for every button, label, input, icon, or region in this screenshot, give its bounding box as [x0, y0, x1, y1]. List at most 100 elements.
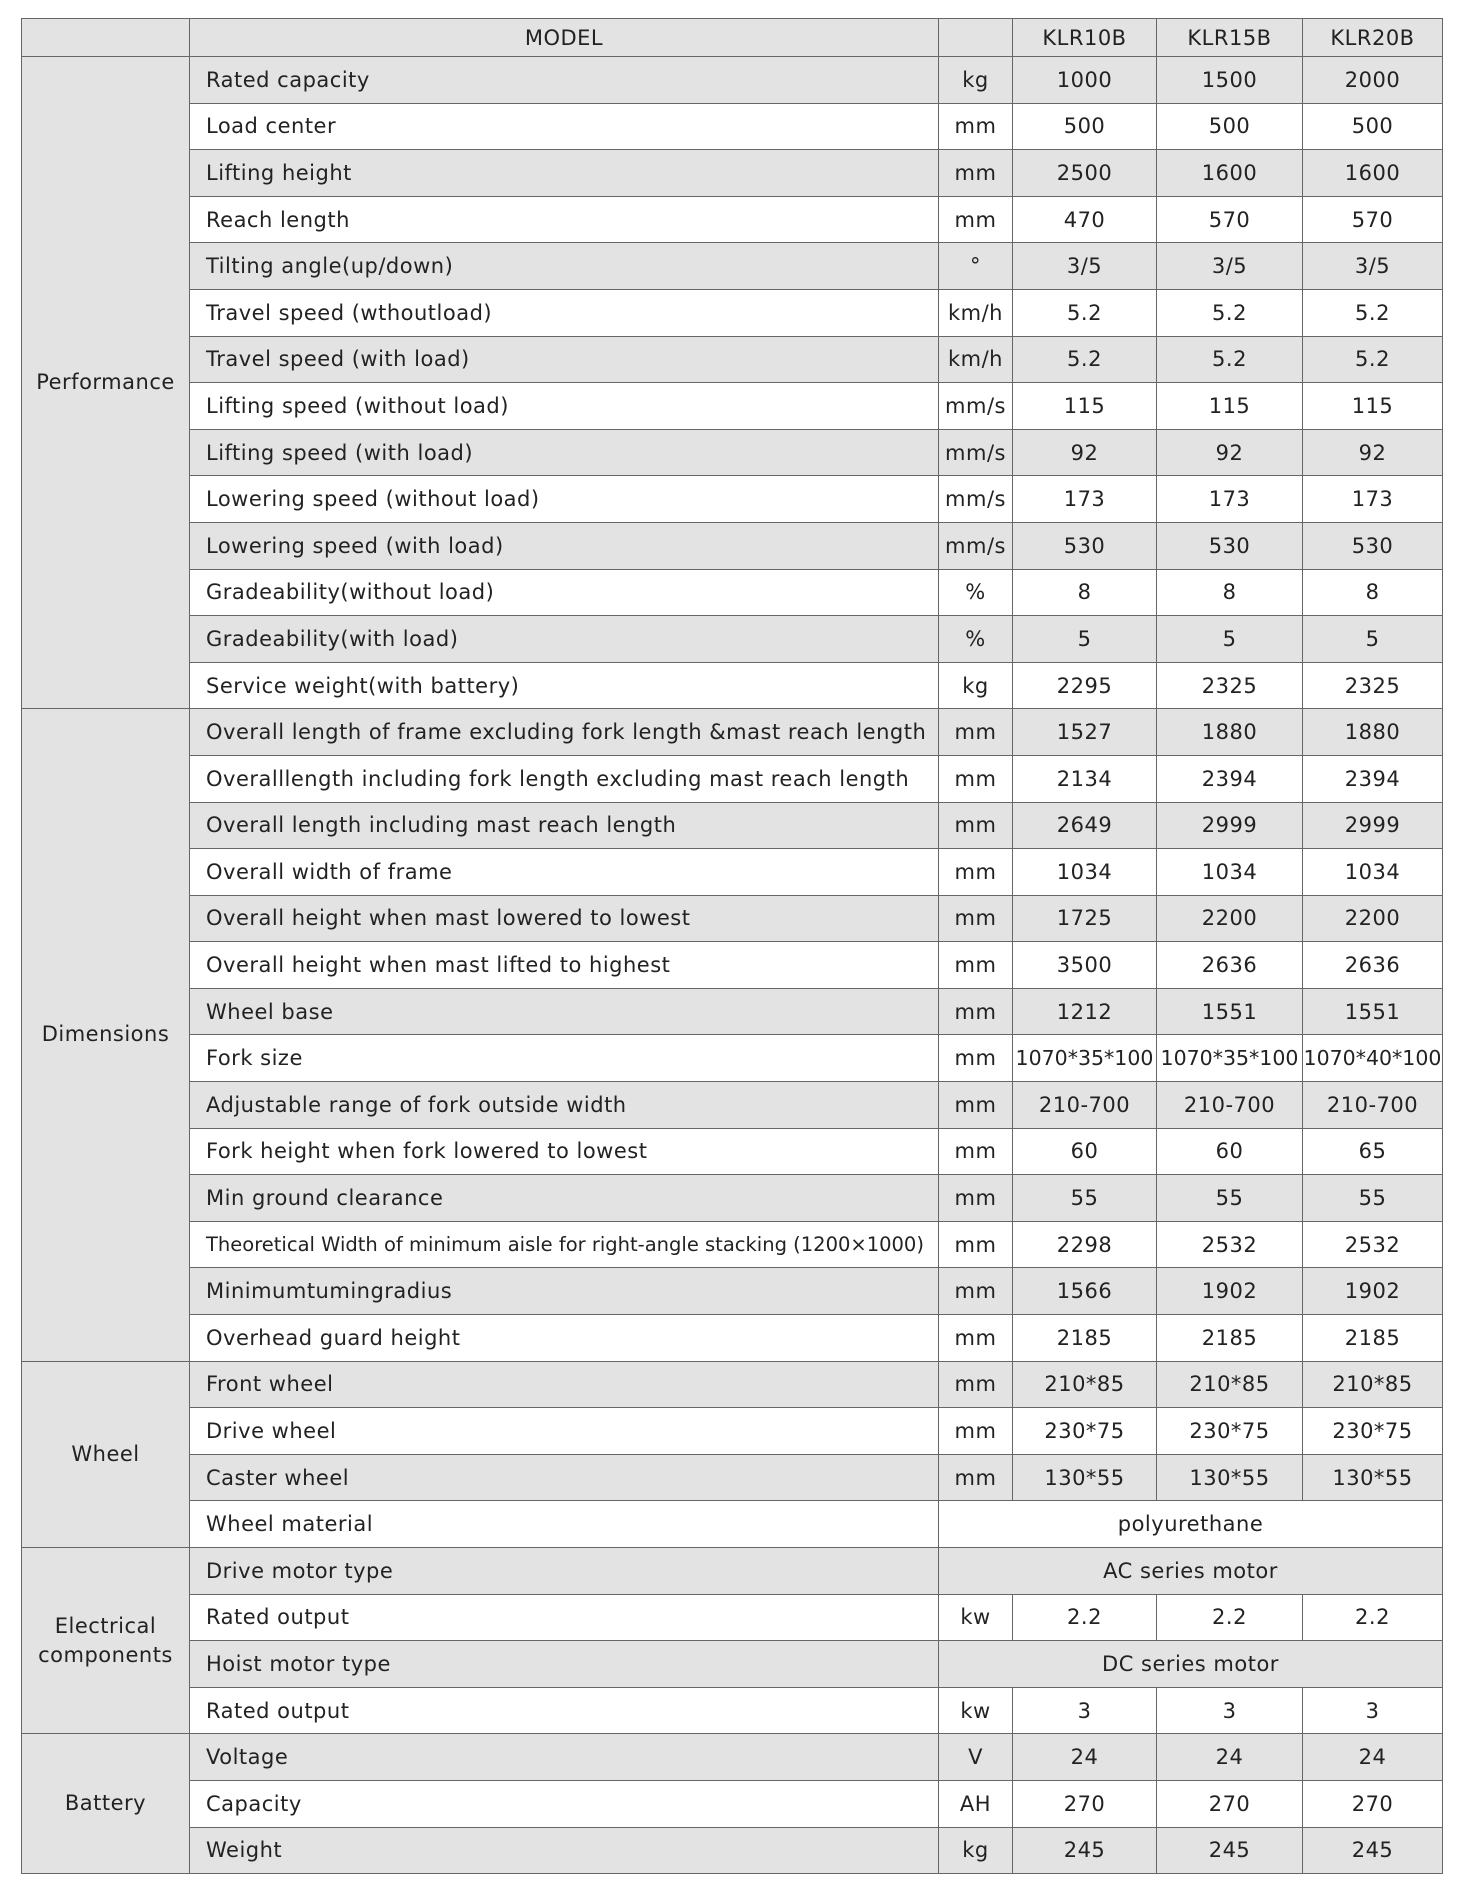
row-label: Gradeability(without load) — [189, 568, 939, 617]
value: 1070*35*100 — [1012, 1034, 1157, 1083]
value: 500 — [1156, 102, 1303, 151]
value: 2185 — [1302, 1314, 1443, 1362]
model-label: MODEL — [189, 18, 939, 57]
value: 470 — [1012, 195, 1157, 244]
unit: mm — [938, 941, 1013, 989]
value: 5.2 — [1156, 335, 1303, 384]
row-label: Wheel material — [189, 1500, 939, 1548]
row-label: Lifting speed (with load) — [189, 428, 939, 477]
table-row: Adjustable range of fork outside width mm… — [22, 1081, 1443, 1129]
value: 60 — [1012, 1127, 1157, 1176]
unit: mm — [938, 987, 1013, 1036]
table-row: Travel speed (wthoutload) km/h 5.2 5.2 5.2 — [22, 288, 1443, 337]
value: 24 — [1156, 1733, 1303, 1781]
header-row: MODEL KLR10B KLR15B KLR20B — [21, 18, 1443, 57]
value: 570 — [1156, 195, 1303, 244]
table-row: Tilting angle(up/down) ° 3/5 3/5 3/5 — [22, 242, 1443, 290]
table-row: Wheel base mm 1212 1551 1551 — [22, 987, 1443, 1036]
unit: kg — [938, 56, 1013, 104]
value: 1880 — [1302, 708, 1443, 756]
value: 2.2 — [1302, 1593, 1443, 1642]
table-row: Weight kg 245 245 245 — [22, 1826, 1443, 1875]
value: 8 — [1156, 568, 1303, 617]
value: 3/5 — [1302, 242, 1443, 290]
value: 173 — [1012, 475, 1157, 523]
unit: mm — [938, 1267, 1013, 1316]
row-label: Min ground clearance — [189, 1174, 939, 1222]
value: 24 — [1302, 1733, 1443, 1781]
value: 1551 — [1156, 987, 1303, 1036]
value: 570 — [1302, 195, 1443, 244]
value: 1902 — [1302, 1267, 1443, 1316]
table-row: Fork size mm 1070*35*100 1070*35*100 1070*40… — [22, 1034, 1443, 1083]
row-label: Overalllength including fork length excl… — [189, 754, 939, 803]
unit: mm — [938, 1453, 1013, 1502]
value: 5.2 — [1012, 288, 1157, 337]
unit: mm — [938, 102, 1013, 151]
row-label: Lifting height — [189, 149, 939, 197]
value: 2999 — [1302, 801, 1443, 850]
value: 210*85 — [1302, 1360, 1443, 1409]
value: 115 — [1302, 382, 1443, 430]
unit: kw — [938, 1686, 1013, 1735]
table-row: Overall height when mast lifted to highe… — [22, 941, 1443, 989]
row-label: Rated output — [189, 1593, 939, 1642]
table-row: Lowering speed (with load) mm/s 530 530 530 — [22, 521, 1443, 570]
unit: mm — [938, 801, 1013, 850]
value: 5 — [1156, 615, 1303, 663]
value: 5.2 — [1302, 335, 1443, 384]
table-row: Load center mm 500 500 500 — [22, 102, 1443, 151]
unit: mm — [938, 894, 1013, 943]
value: 245 — [1012, 1826, 1157, 1875]
unit: mm — [938, 1314, 1013, 1362]
table-row: Lifting height mm 2500 1600 1600 — [22, 149, 1443, 197]
row-label: Minimumtumingradius — [189, 1267, 939, 1316]
unit: mm — [938, 195, 1013, 244]
value: 500 — [1302, 102, 1443, 151]
unit: km/h — [938, 288, 1013, 337]
row-label: Tilting angle(up/down) — [189, 242, 939, 290]
unit: km/h — [938, 335, 1013, 384]
row-label: Overhead guard height — [189, 1314, 939, 1362]
value: 130*55 — [1156, 1453, 1303, 1502]
value: 115 — [1012, 382, 1157, 430]
unit: mm — [938, 848, 1013, 896]
value: 2000 — [1302, 56, 1443, 104]
unit: mm/s — [938, 475, 1013, 523]
table-row: Lifting speed (without load) mm/s 115 115 11… — [22, 382, 1443, 430]
value: AC series motor — [938, 1547, 1443, 1595]
value: 3500 — [1012, 941, 1157, 989]
value: 1034 — [1302, 848, 1443, 896]
row-label: Fork size — [189, 1034, 939, 1083]
row-label: Wheel base — [189, 987, 939, 1036]
value: 2185 — [1156, 1314, 1303, 1362]
row-label: Theoretical Width of minimum aisle for r… — [189, 1220, 939, 1269]
row-label: Lowering speed (without load) — [189, 475, 939, 523]
row-label: Travel speed (with load) — [189, 335, 939, 384]
row-label: Gradeability(with load) — [189, 615, 939, 663]
value: 5 — [1012, 615, 1157, 663]
row-label: Reach length — [189, 195, 939, 244]
value: 245 — [1302, 1826, 1443, 1875]
value: DC series motor — [938, 1640, 1443, 1688]
value: 2999 — [1156, 801, 1303, 850]
value: 1500 — [1156, 56, 1303, 104]
unit: mm — [938, 1127, 1013, 1176]
value: 5 — [1302, 615, 1443, 663]
value: 1880 — [1156, 708, 1303, 756]
table-row: Overall height when mast lowered to lowe… — [22, 894, 1443, 943]
table-row: Lifting speed (with load) mm/s 92 92 92 — [22, 428, 1443, 477]
table-row: Minimumtumingradius mm 1566 1902 1902 — [22, 1267, 1443, 1316]
unit: % — [938, 615, 1013, 663]
table-row: Service weight(with battery) kg 2295 2325 23… — [22, 661, 1443, 710]
value: 65 — [1302, 1127, 1443, 1176]
row-label: Lifting speed (without load) — [189, 382, 939, 430]
unit: mm — [938, 1360, 1013, 1409]
table-row: Capacity AH 270 270 270 — [22, 1779, 1443, 1828]
value: 2298 — [1012, 1220, 1157, 1269]
row-label: Overall height when mast lowered to lowe… — [189, 894, 939, 943]
row-label: Overall length of frame excluding fork l… — [189, 708, 939, 756]
row-label: Overall width of frame — [189, 848, 939, 896]
value: 55 — [1012, 1174, 1157, 1222]
value: 210-700 — [1012, 1081, 1157, 1129]
